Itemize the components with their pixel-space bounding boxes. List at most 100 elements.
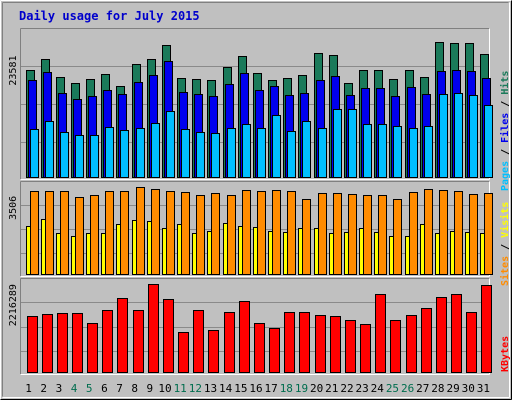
bar-kbytes xyxy=(406,315,417,373)
x-tick-label: 6 xyxy=(101,382,108,395)
bar-pages xyxy=(484,105,493,178)
bar-pages xyxy=(348,109,357,178)
bar-pages xyxy=(424,126,433,178)
svg-text:Sites / Visits: Sites / Visits xyxy=(499,202,511,286)
x-tick-label: 13 xyxy=(204,382,217,395)
x-tick-label: 15 xyxy=(234,382,247,395)
legend-kbytes: KBytes xyxy=(500,336,511,372)
bar-visits xyxy=(287,191,296,275)
x-tick-label: 27 xyxy=(416,382,429,395)
bar-kbytes xyxy=(148,284,159,373)
x-tick-label: 25 xyxy=(386,382,399,395)
svg-text:Pages / Files / Hits: Pages / Files / Hits xyxy=(499,71,511,191)
x-tick-label: 30 xyxy=(462,382,475,395)
bar-visits xyxy=(90,195,99,275)
x-tick-label: 22 xyxy=(340,382,353,395)
bar-visits xyxy=(45,191,54,275)
bar-kbytes xyxy=(466,312,477,373)
bar-pages xyxy=(409,128,418,178)
x-tick-label: 21 xyxy=(325,382,338,395)
bar-kbytes xyxy=(117,298,128,373)
bar-kbytes xyxy=(27,316,38,373)
bar-visits xyxy=(378,195,387,275)
bar-kbytes xyxy=(208,330,219,373)
bar-pages xyxy=(151,123,160,178)
x-tick-label: 10 xyxy=(158,382,171,395)
bar-kbytes xyxy=(299,312,310,373)
legend-sites: Sites xyxy=(499,256,511,286)
legend-pages: Pages xyxy=(500,161,511,191)
bar-kbytes xyxy=(163,299,174,373)
y-max-label: 23581 xyxy=(8,56,19,86)
bar-kbytes xyxy=(360,324,371,373)
bar-pages xyxy=(287,131,296,178)
bar-kbytes xyxy=(375,294,386,373)
x-tick-label: 29 xyxy=(446,382,459,395)
bar-visits xyxy=(409,192,418,275)
y-max-label: 2216289 xyxy=(8,284,19,326)
legend-hits-files-pages: Pages / Files / Hits xyxy=(499,71,511,191)
bar-kbytes xyxy=(178,332,189,373)
x-tick-label: 2 xyxy=(40,382,47,395)
bar-visits xyxy=(393,199,402,275)
bar-pages xyxy=(120,130,129,178)
x-tick-label: 23 xyxy=(356,382,369,395)
x-tick-label: 16 xyxy=(249,382,262,395)
bar-visits xyxy=(363,195,372,275)
x-tick-label: 12 xyxy=(189,382,202,395)
bar-visits xyxy=(136,187,145,275)
x-tick-label: 20 xyxy=(310,382,323,395)
bar-visits xyxy=(151,189,160,275)
x-tick-label: 17 xyxy=(265,382,278,395)
x-tick-label: 9 xyxy=(147,382,154,395)
legend-visits-sites: Sites / Visits xyxy=(499,202,511,286)
bar-kbytes xyxy=(345,320,356,373)
bar-visits xyxy=(469,194,478,275)
bar-pages xyxy=(196,132,205,178)
bar-pages xyxy=(378,124,387,178)
bar-kbytes xyxy=(390,320,401,373)
legend-kbytes: KBytes xyxy=(500,336,511,372)
bar-pages xyxy=(257,128,266,178)
legend-visits: Visits xyxy=(499,202,511,238)
bar-pages xyxy=(166,111,175,178)
bar-visits xyxy=(105,191,114,275)
x-tick-label: 18 xyxy=(280,382,293,395)
bar-visits xyxy=(424,189,433,275)
bar-pages xyxy=(45,121,54,178)
bar-visits xyxy=(75,197,84,275)
panel-hits-files-pages xyxy=(20,28,493,180)
bar-visits xyxy=(302,199,311,275)
bar-pages xyxy=(242,124,251,178)
bar-pages xyxy=(302,121,311,178)
x-tick-label: 1 xyxy=(25,382,32,395)
bar-pages xyxy=(439,94,448,178)
bar-visits xyxy=(318,193,327,275)
bar-kbytes xyxy=(269,328,280,373)
bar-kbytes xyxy=(72,313,83,373)
bar-pages xyxy=(75,135,84,178)
x-tick-label: 3 xyxy=(56,382,63,395)
bar-kbytes xyxy=(102,310,113,373)
bar-kbytes xyxy=(57,313,68,373)
chart-title: Daily usage for July 2015 xyxy=(19,9,200,23)
bar-visits xyxy=(211,193,220,275)
bar-visits xyxy=(348,194,357,275)
bar-visits xyxy=(242,190,251,275)
bar-pages xyxy=(318,128,327,178)
bar-kbytes xyxy=(254,323,265,373)
x-tick-label: 14 xyxy=(219,382,233,395)
bar-kbytes xyxy=(315,315,326,373)
bar-pages xyxy=(469,95,478,178)
bar-pages xyxy=(181,129,190,178)
bar-kbytes xyxy=(87,323,98,373)
bar-visits xyxy=(181,192,190,275)
x-tick-label: 11 xyxy=(174,382,187,395)
bar-pages xyxy=(90,135,99,178)
bar-pages xyxy=(363,124,372,178)
bar-visits xyxy=(484,193,493,275)
legend-files: Files xyxy=(499,113,511,143)
x-tick-label: 26 xyxy=(401,382,414,395)
x-tick-label: 8 xyxy=(131,382,138,395)
